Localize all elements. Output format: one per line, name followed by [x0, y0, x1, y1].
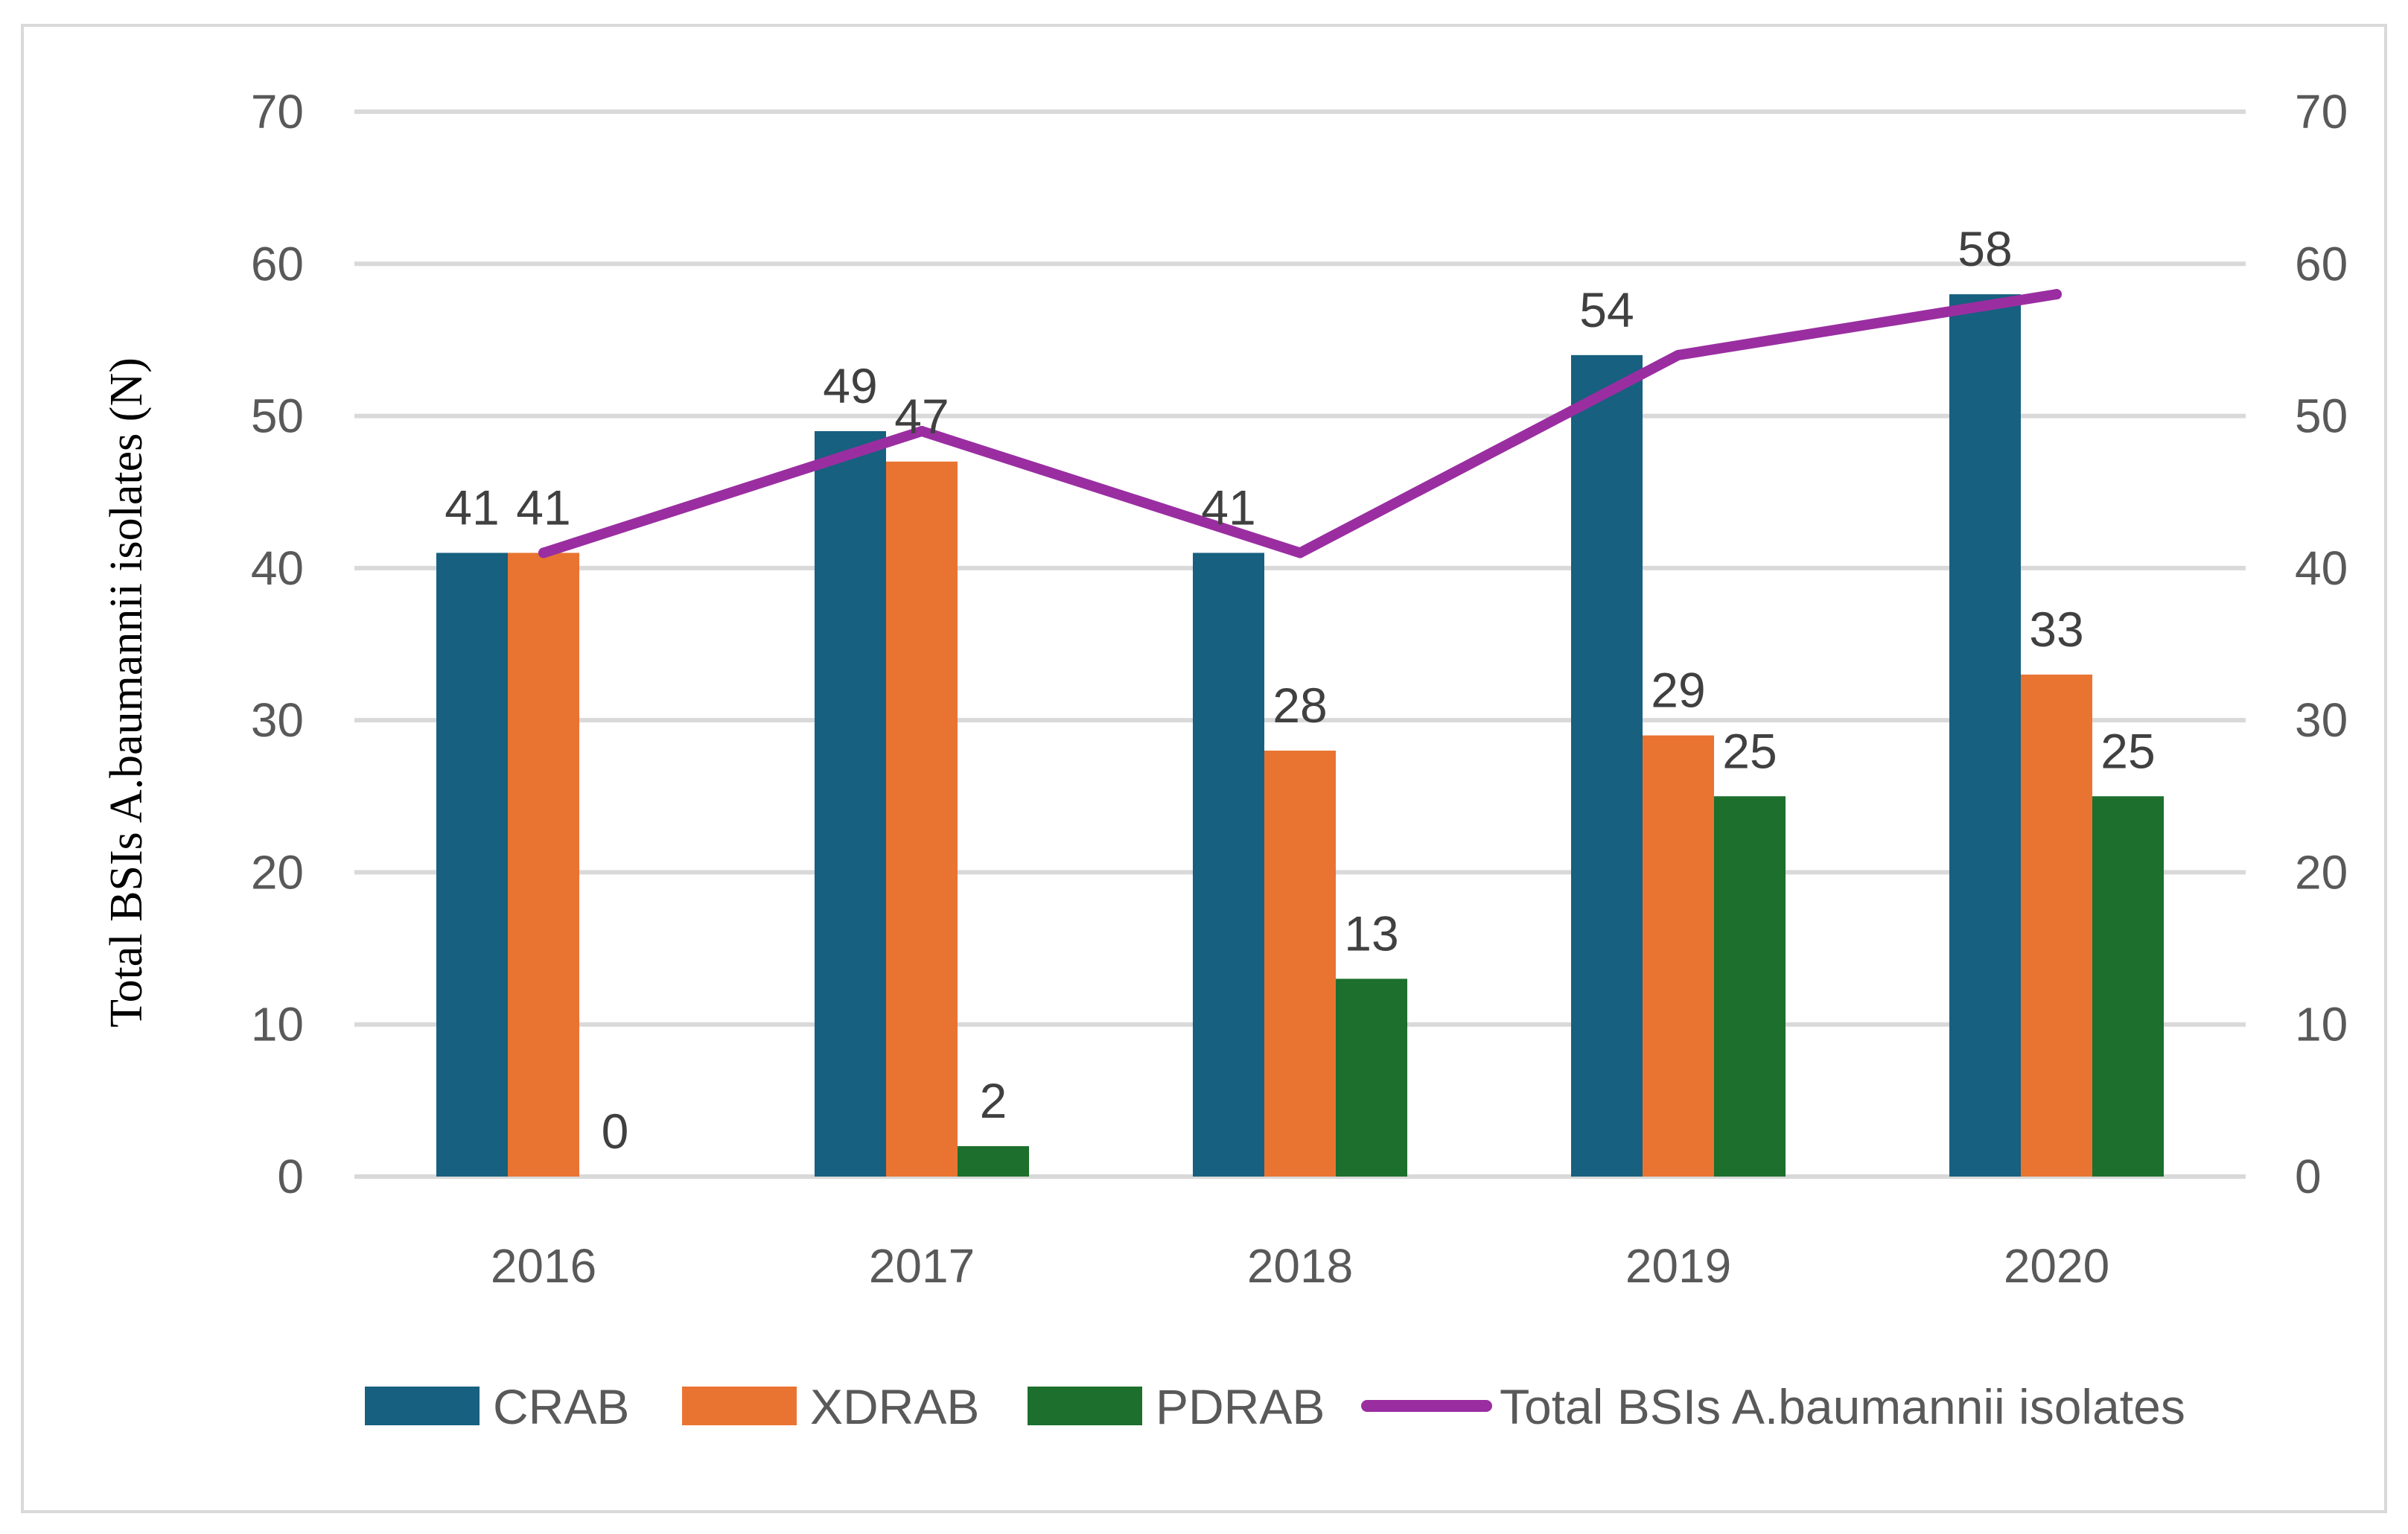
secondary-y-tick-label: 30 — [2295, 693, 2348, 747]
y-axis-title: Total BSIs A.baumannii isolates (N) — [101, 357, 152, 1028]
legend-label: Total BSIs A.baumannii isolates — [1500, 1379, 2185, 1434]
data-label-crab: 41 — [1201, 480, 1255, 535]
y-axis-ticks: 0 10 20 30 40 50 60 70 — [251, 85, 304, 1203]
x-axis-ticks: 2016 2017 2018 2019 2020 — [491, 1239, 2109, 1293]
bar-pdrab-2017 — [958, 1146, 1029, 1177]
bar-xdrab-2019 — [1643, 735, 1714, 1177]
y-tick-label: 10 — [251, 998, 304, 1051]
legend-swatch-xdrab — [682, 1387, 797, 1425]
data-label-xdrab: 29 — [1651, 663, 1705, 718]
secondary-y-tick-label: 60 — [2295, 237, 2348, 290]
data-label-crab: 41 — [445, 480, 499, 535]
data-label-xdrab: 28 — [1273, 678, 1327, 733]
bar-crab-2020 — [1949, 294, 2021, 1177]
line-point-total — [1295, 547, 1305, 558]
y-tick-label: 60 — [251, 237, 304, 290]
bar-crab-2019 — [1571, 354, 1643, 1177]
bar-pdrab-2018 — [1336, 978, 1407, 1177]
legend-swatch-crab — [365, 1387, 480, 1425]
data-label-pdrab: 0 — [602, 1104, 629, 1159]
x-tick-label: 2020 — [2004, 1239, 2109, 1293]
data-label-crab: 54 — [1579, 282, 1634, 337]
line-point-total — [1673, 349, 1684, 360]
data-label-xdrab: 47 — [894, 389, 949, 444]
line-point-total — [917, 426, 927, 436]
x-tick-label: 2019 — [1625, 1239, 1731, 1293]
bar-crab-2016 — [436, 553, 508, 1177]
legend-label: CRAB — [493, 1379, 629, 1434]
secondary-y-tick-label: 50 — [2295, 389, 2348, 443]
bar-xdrab-2017 — [886, 461, 958, 1177]
secondary-y-tick-label: 20 — [2295, 845, 2348, 899]
secondary-y-tick-label: 40 — [2295, 541, 2348, 595]
data-labels: 41 49 41 54 58 41 47 28 29 33 0 2 13 25 25 — [445, 221, 2155, 1159]
bars — [436, 294, 2164, 1177]
data-label-pdrab: 2 — [980, 1073, 1007, 1128]
data-label-xdrab: 33 — [2029, 602, 2083, 657]
x-tick-label: 2018 — [1247, 1239, 1353, 1293]
legend-label: XDRAB — [810, 1379, 979, 1434]
data-label-crab: 49 — [823, 358, 877, 413]
y-tick-label: 0 — [277, 1150, 304, 1203]
bar-xdrab-2016 — [508, 553, 579, 1177]
bar-xdrab-2020 — [2021, 674, 2092, 1177]
data-label-xdrab: 41 — [516, 480, 570, 535]
x-tick-label: 2017 — [869, 1239, 975, 1293]
bar-xdrab-2018 — [1264, 751, 1336, 1177]
legend-label: PDRAB — [1156, 1379, 1325, 1434]
bar-pdrab-2019 — [1714, 796, 1786, 1177]
y-tick-label: 40 — [251, 541, 304, 595]
line-point-total — [538, 547, 549, 558]
data-label-pdrab: 25 — [1722, 723, 1777, 778]
y-tick-label: 30 — [251, 693, 304, 747]
line-point-total — [2051, 289, 2062, 300]
secondary-y-tick-label: 70 — [2295, 85, 2348, 139]
data-label-pdrab: 13 — [1344, 906, 1398, 961]
x-tick-label: 2016 — [491, 1239, 596, 1293]
bar-pdrab-2020 — [2092, 796, 2164, 1177]
data-label-pdrab: 25 — [2100, 723, 2155, 778]
data-label-crab: 58 — [1958, 221, 2012, 276]
total-line — [538, 289, 2062, 558]
y-tick-label: 50 — [251, 389, 304, 443]
bar-crab-2018 — [1193, 553, 1264, 1177]
legend-swatch-pdrab — [1028, 1387, 1142, 1425]
secondary-y-axis-ticks: 0 10 20 30 40 50 60 70 — [2295, 85, 2348, 1203]
secondary-y-tick-label: 10 — [2295, 998, 2348, 1051]
y-tick-label: 20 — [251, 845, 304, 899]
y-tick-label: 70 — [251, 85, 304, 139]
secondary-y-tick-label: 0 — [2295, 1150, 2322, 1203]
legend: CRAB XDRAB PDRAB Total BSIs A.baumannii iso… — [365, 1379, 2185, 1434]
bar-crab-2017 — [815, 431, 886, 1177]
